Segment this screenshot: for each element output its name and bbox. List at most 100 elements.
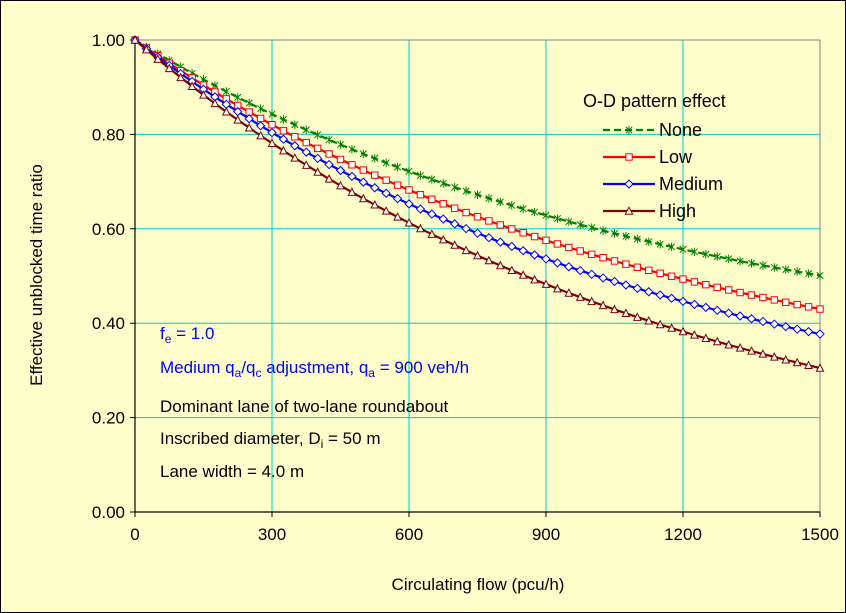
data-point-none [268, 109, 276, 119]
data-point-none [222, 87, 230, 96]
data-point-high [667, 323, 677, 332]
data-point-medium [518, 246, 528, 256]
data-point-none [542, 211, 550, 220]
data-point-low [724, 286, 733, 294]
data-point-none [428, 175, 436, 184]
data-point-high [130, 35, 140, 44]
data-point-high [552, 283, 562, 293]
data-point-high [473, 250, 482, 260]
data-point-low [565, 243, 573, 252]
legend: O-D pattern effect None Low Medium High [583, 91, 726, 221]
data-point-high [324, 174, 334, 183]
data-point-high [267, 138, 277, 147]
data-point-medium [324, 159, 334, 170]
data-point-none [770, 263, 778, 272]
annotations: fe = 1.0 Medium qa/qc adjustment, qa = 9… [160, 324, 469, 481]
legend-label: Low [659, 147, 693, 167]
data-point-low [473, 213, 482, 221]
data-point-high [313, 167, 323, 176]
data-point-medium [632, 283, 643, 294]
data-point-high [587, 296, 597, 306]
series-none [131, 35, 824, 280]
data-point-high [358, 193, 368, 203]
data-point-none [371, 154, 379, 163]
data-point-low [587, 250, 596, 259]
data-point-high [438, 234, 448, 244]
note-dominant-lane: Dominant lane of two-lane roundabout [160, 397, 449, 416]
note-inscribed-diameter: Inscribed diameter, Di = 50 m [160, 429, 380, 451]
tick-labels: 0.00 0.20 0.40 0.60 0.80 1.00 0 300 600 900 1200 15… [92, 31, 839, 544]
data-point-medium [564, 262, 574, 272]
data-point-high [199, 90, 208, 99]
data-point-medium [552, 258, 563, 268]
data-point-none [382, 158, 390, 167]
data-point-low [416, 190, 425, 199]
data-point-low [702, 280, 710, 289]
data-point-high [415, 223, 425, 233]
data-point-none [633, 234, 641, 244]
data-point-none [462, 186, 470, 196]
data-point-none [679, 245, 687, 254]
data-point-medium [586, 269, 597, 280]
data-point-low [302, 138, 310, 147]
data-point-high [758, 349, 768, 358]
data-point-medium [666, 293, 677, 303]
data-point-low [645, 266, 653, 275]
grid-lines [135, 40, 820, 512]
data-point-high [427, 229, 437, 238]
data-point-high [530, 274, 540, 284]
data-point-high [541, 279, 551, 288]
data-point-none [736, 256, 744, 266]
data-point-medium [644, 287, 654, 297]
data-point-high [632, 312, 642, 321]
data-point-low [622, 260, 630, 268]
note-fe: fe = 1.0 [160, 324, 214, 346]
data-point-none [588, 223, 596, 232]
data-point-high [290, 153, 300, 162]
data-point-none [599, 226, 607, 235]
data-point-high [210, 98, 220, 108]
data-point-medium [267, 127, 277, 138]
x-axis-title: Circulating flow (pcu/h) [392, 575, 565, 594]
x-tick-label: 0 [130, 525, 139, 544]
data-point-low [519, 229, 527, 237]
data-point-high [233, 114, 243, 124]
data-point-low [690, 278, 699, 286]
series-layer [130, 35, 825, 372]
data-point-high [153, 54, 163, 63]
data-point-medium [803, 326, 814, 337]
data-point-high [256, 130, 266, 140]
data-point-low [759, 293, 767, 302]
data-point-none [702, 249, 710, 259]
data-point-high [655, 319, 665, 329]
data-point-none [610, 229, 619, 238]
data-point-medium [746, 314, 757, 324]
data-point-low [736, 288, 744, 297]
legend-marker [625, 153, 633, 161]
data-point-high [244, 122, 254, 132]
data-point-medium [427, 209, 437, 219]
data-point-none [439, 179, 447, 188]
data-point-medium [335, 165, 346, 176]
data-point-medium [598, 273, 608, 283]
data-point-low [553, 240, 562, 248]
data-point-high [712, 336, 722, 346]
data-point-low [816, 305, 824, 313]
data-point-none [473, 190, 482, 199]
data-point-medium [735, 311, 745, 321]
data-point-medium [404, 199, 414, 209]
data-point-low [405, 186, 413, 194]
data-point-low [439, 200, 447, 208]
data-point-medium [415, 204, 426, 214]
data-point-medium [723, 308, 734, 318]
data-point-high [347, 187, 357, 196]
note-adjustment: Medium qa/qc adjustment, qa = 900 veh/h [160, 358, 469, 380]
data-point-low [291, 133, 299, 141]
data-point-none [416, 171, 424, 180]
data-point-high [278, 145, 288, 155]
data-point-medium [758, 316, 768, 327]
x-tick-label: 900 [532, 525, 560, 544]
data-point-high [221, 106, 231, 116]
data-point-none [576, 220, 584, 229]
